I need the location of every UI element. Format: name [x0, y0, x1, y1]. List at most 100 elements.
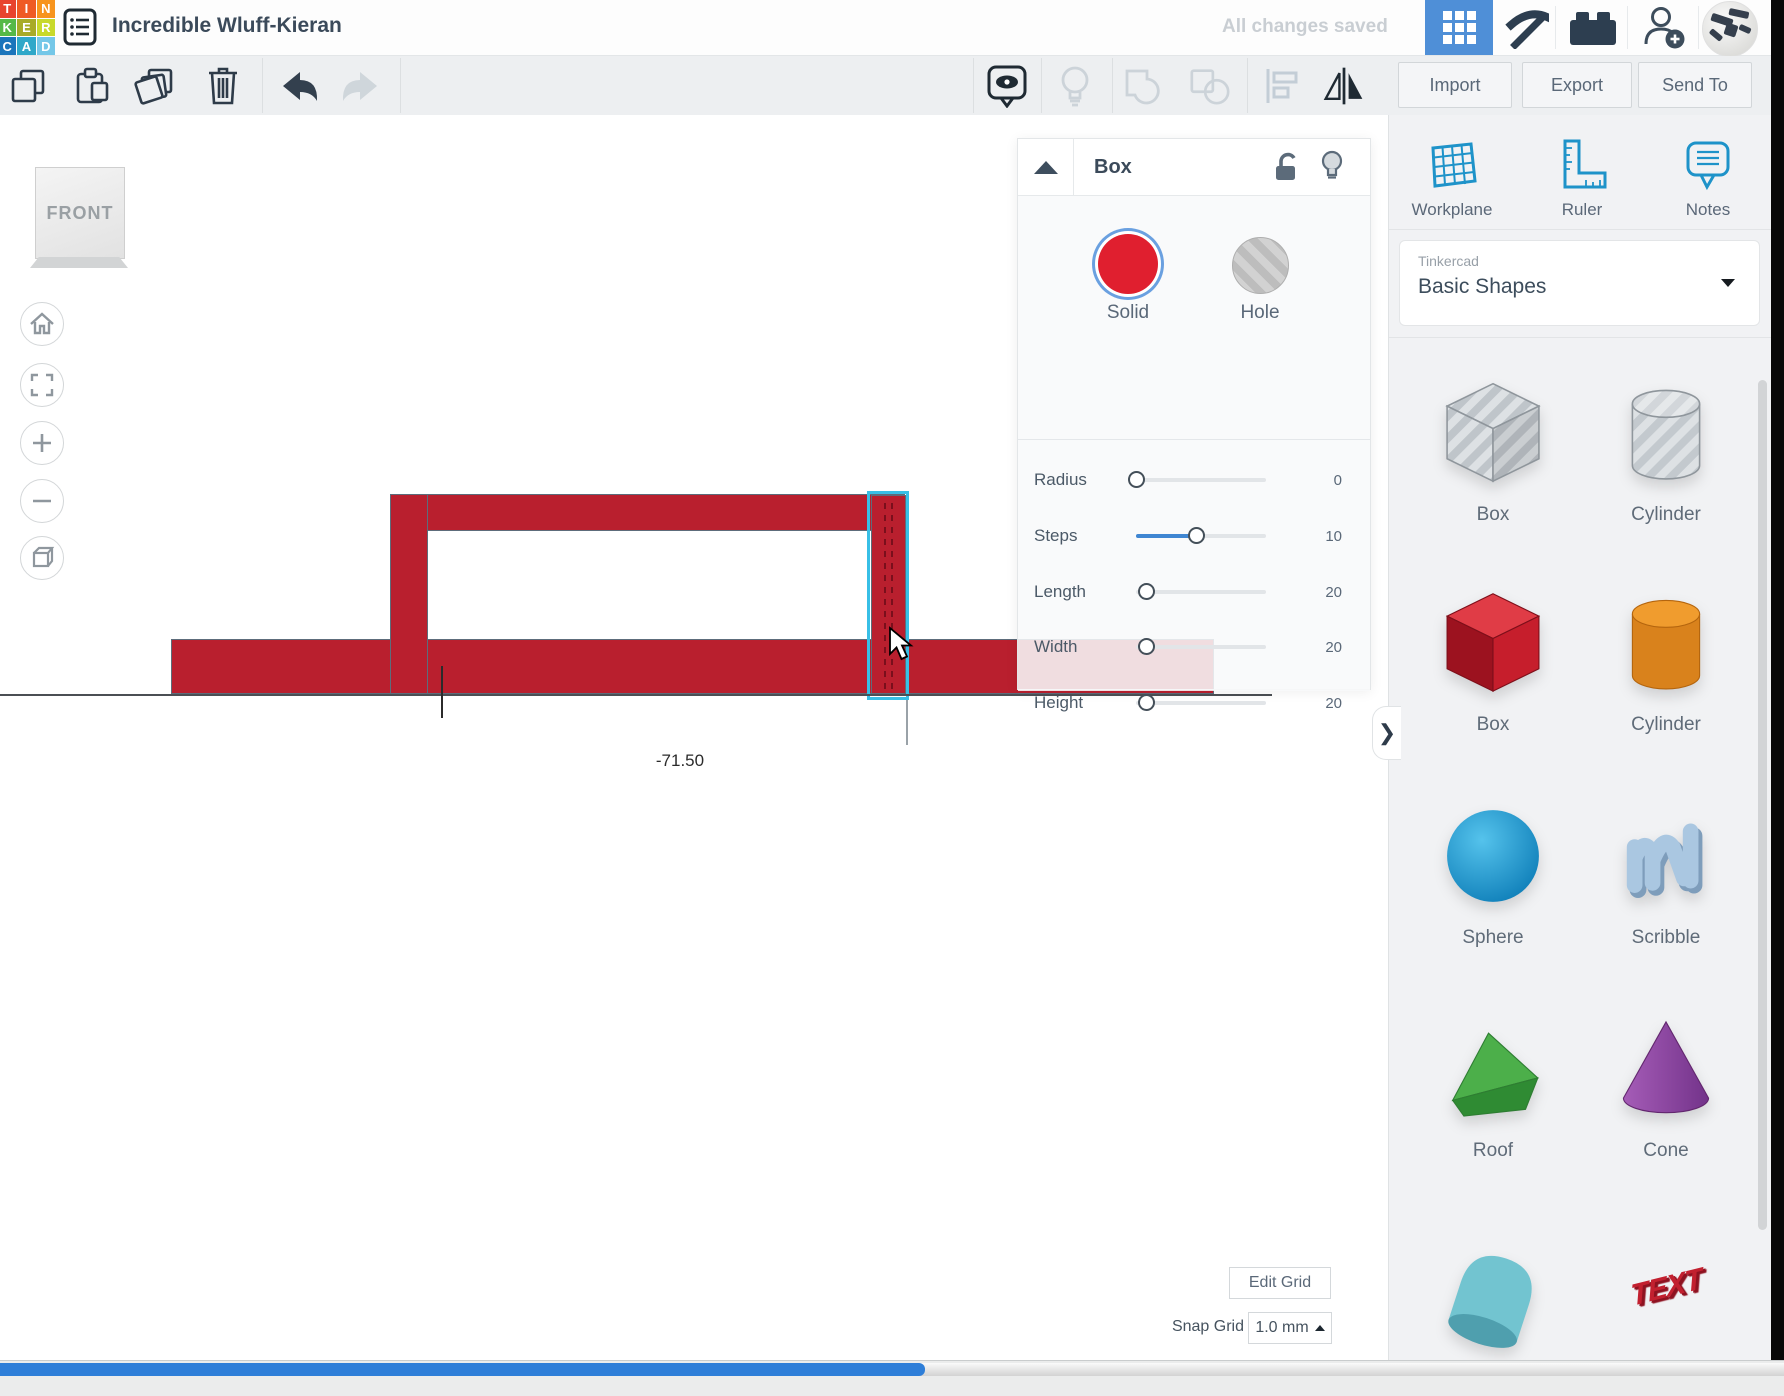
design-properties-icon[interactable]	[63, 8, 97, 46]
toolbar-separator	[1112, 58, 1113, 113]
slider-knob[interactable]	[1187, 527, 1205, 544]
shapes-sidebar: Workplane Ruler Notes Tinkercad Basic Sh…	[1388, 115, 1771, 1360]
shape-library-dropdown[interactable]: Tinkercad Basic Shapes	[1399, 240, 1760, 326]
group-icon[interactable]	[1122, 66, 1166, 106]
dashboard-button[interactable]	[1425, 0, 1493, 55]
slider-knob[interactable]	[1138, 583, 1156, 600]
toolbar-separator	[1041, 58, 1042, 113]
zoom-out-button[interactable]	[20, 479, 64, 523]
model-left-pillar[interactable]	[390, 494, 428, 694]
edit-grid-button[interactable]: Edit Grid	[1229, 1267, 1331, 1299]
width-slider[interactable]	[1136, 638, 1266, 655]
panel-divider	[1018, 439, 1370, 440]
cylinder-hole-icon	[1631, 389, 1701, 480]
round-roof-icon	[1448, 1255, 1532, 1348]
model-top-bar[interactable]	[390, 494, 905, 531]
lightbulb-icon[interactable]	[1053, 66, 1097, 107]
screen-edge	[1771, 0, 1784, 1360]
solid-toggle[interactable]	[1098, 234, 1158, 294]
zoom-in-button[interactable]	[20, 421, 64, 465]
align-icon[interactable]	[1260, 66, 1304, 106]
edit-toolbar: Import Export Send To	[0, 56, 1784, 116]
shape-tile-box[interactable]: Box	[1418, 587, 1568, 736]
horizontal-scrollbar-thumb[interactable]	[0, 1363, 925, 1376]
undo-icon[interactable]	[276, 66, 320, 106]
show-all-icon[interactable]	[985, 65, 1029, 108]
shape-inspector-panel: Solid Hole Radius 0 Steps 10 Length 20 W…	[1017, 138, 1371, 712]
import-button[interactable]: Import	[1398, 62, 1512, 108]
mirror-icon[interactable]	[1322, 66, 1366, 106]
length-slider[interactable]	[1136, 583, 1266, 600]
minecraft-pickaxe-icon[interactable]	[1498, 0, 1554, 55]
collapse-sidebar-button[interactable]: ❯	[1372, 706, 1401, 760]
collapse-panel-button[interactable]	[1018, 139, 1074, 195]
snap-grid-dropdown[interactable]: 1.0 mm	[1248, 1312, 1332, 1344]
shape-tile-roof[interactable]: Roof	[1418, 1013, 1568, 1162]
copy-icon[interactable]	[6, 66, 50, 106]
user-avatar[interactable]	[1702, 1, 1758, 57]
toolbar-separator	[400, 58, 401, 113]
tinkercad-logo[interactable]: T I N K E R C A D	[0, 0, 55, 55]
ungroup-icon[interactable]	[1188, 66, 1232, 106]
duplicate-icon[interactable]	[132, 66, 176, 106]
slider-knob[interactable]	[1138, 638, 1156, 655]
redo-icon[interactable]	[340, 66, 384, 106]
notes-tool[interactable]: Notes	[1653, 127, 1763, 229]
shape-tile-scribble[interactable]: Scribble	[1591, 800, 1741, 949]
solid-label: Solid	[1106, 302, 1150, 323]
lego-brick-icon[interactable]	[1560, 0, 1626, 55]
workplane-tool[interactable]: Workplane	[1397, 127, 1507, 229]
dimension-handle-line	[441, 666, 443, 718]
shape-tile-sphere[interactable]: Sphere	[1418, 800, 1568, 949]
view-cube-shadow	[30, 257, 128, 268]
design-title[interactable]: Incredible Wluff-Kieran	[112, 14, 342, 37]
shape-tile-text[interactable]: TEXT	[1591, 1237, 1741, 1313]
roof-icon	[1451, 1032, 1539, 1117]
box-hole-icon	[1445, 382, 1541, 483]
slider-knob[interactable]	[1138, 694, 1156, 711]
slider-row-steps: Steps 10	[1034, 526, 1342, 545]
header-separator	[1555, 6, 1556, 49]
fit-view-button[interactable]	[20, 363, 64, 407]
paste-icon[interactable]	[70, 66, 114, 106]
view-cube[interactable]: FRONT	[35, 167, 125, 259]
snap-grid-label: Snap Grid	[1171, 1318, 1244, 1335]
triangle-up-icon	[1033, 160, 1058, 174]
height-slider[interactable]	[1136, 694, 1266, 711]
selection-dash-line	[884, 503, 886, 689]
lightbulb-icon[interactable]	[1320, 150, 1344, 187]
design-canvas[interactable]: FRONT -71.50 Edit Grid Snap Grid	[0, 115, 1388, 1360]
ruler-icon	[1563, 139, 1607, 189]
shape-tile-round-roof[interactable]	[1418, 1237, 1568, 1360]
sidebar-divider	[1389, 229, 1771, 230]
hole-toggle[interactable]	[1232, 237, 1289, 294]
radius-slider[interactable]	[1128, 471, 1266, 488]
scribble-icon	[1626, 823, 1703, 898]
selection-outline[interactable]	[867, 491, 909, 700]
model-right-pillar[interactable]	[871, 495, 906, 694]
selection-dash-line	[891, 503, 893, 689]
steps-slider[interactable]	[1136, 527, 1266, 544]
shape-tile-cone[interactable]: Cone	[1591, 1013, 1741, 1162]
toolbar-separator	[973, 58, 974, 113]
slider-row-length: Length 20	[1034, 582, 1342, 601]
slider-knob[interactable]	[1128, 471, 1145, 488]
mouse-cursor	[886, 626, 914, 669]
inspector-body: Solid Hole Radius 0 Steps 10 Length 20 W…	[1018, 196, 1370, 712]
lock-icon[interactable]	[1274, 152, 1300, 187]
text-shape-icon: TEXT	[1628, 1262, 1703, 1313]
export-button[interactable]: Export	[1522, 62, 1632, 108]
dimension-input[interactable]: -71.50	[644, 746, 716, 776]
home-view-button[interactable]	[20, 302, 64, 346]
sidebar-scrollbar[interactable]	[1758, 380, 1767, 1230]
delete-icon[interactable]	[200, 66, 244, 106]
shape-tile-cylinder[interactable]: Cylinder	[1591, 587, 1741, 736]
shape-tile-box-hole[interactable]: Box	[1418, 377, 1568, 526]
chevron-right-icon: ❯	[1377, 720, 1397, 745]
shape-tile-cylinder-hole[interactable]: Cylinder	[1591, 377, 1741, 526]
perspective-button[interactable]	[20, 536, 64, 580]
send-to-button[interactable]: Send To	[1638, 62, 1752, 108]
add-collaborator-icon[interactable]	[1632, 0, 1696, 55]
ruler-tool[interactable]: Ruler	[1527, 127, 1637, 229]
